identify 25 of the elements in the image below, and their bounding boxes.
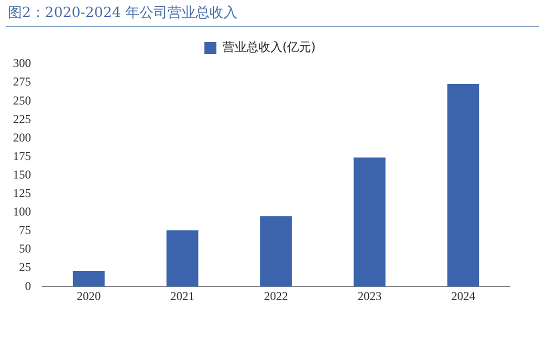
x-tick-label: 2022 [264, 288, 288, 303]
y-tick-label: 150 [13, 167, 31, 182]
y-tick-label: 0 [25, 278, 31, 293]
y-tick-label: 75 [19, 223, 31, 238]
y-tick-label: 225 [13, 112, 31, 126]
bar [354, 157, 386, 287]
legend-label: 营业总收入(亿元) [222, 40, 316, 54]
y-tick-label: 100 [13, 204, 31, 219]
x-tick-label: 2020 [76, 288, 101, 303]
bar [166, 230, 198, 287]
y-tick-label: 50 [19, 242, 31, 256]
y-tick-label: 25 [19, 260, 31, 274]
bar [260, 216, 292, 287]
bar [72, 271, 105, 287]
y-tick-label: 250 [13, 93, 31, 108]
x-tick-label: 2024 [451, 288, 476, 303]
x-tick-label: 2021 [170, 288, 194, 303]
y-tick-label: 175 [13, 148, 31, 163]
y-tick-label: 275 [13, 74, 31, 89]
y-tick-label: 125 [13, 186, 31, 200]
bar [447, 84, 480, 287]
y-tick-label: 200 [13, 130, 31, 144]
x-tick-label: 2023 [358, 288, 382, 303]
y-tick-label: 300 [13, 56, 31, 70]
chart-title: 图2：2020-2024 年公司营业总收入 [8, 4, 238, 22]
